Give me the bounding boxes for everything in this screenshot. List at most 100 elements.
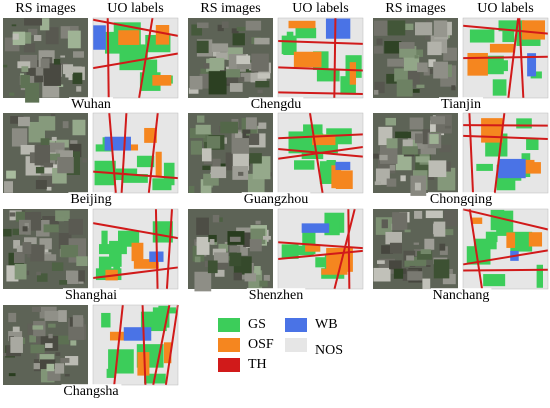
- rs-texture: [439, 144, 452, 153]
- uo-patch: [305, 245, 321, 252]
- legend-swatch: [285, 338, 307, 352]
- rs-texture: [409, 117, 424, 130]
- uo-label: [462, 208, 549, 290]
- uo-border: [92, 17, 179, 99]
- uo-patch: [510, 231, 533, 252]
- uo-patch: [528, 232, 543, 247]
- uo-patch: [321, 268, 348, 275]
- rs-texture: [22, 226, 28, 232]
- uo-patch: [489, 60, 508, 72]
- legend-label: OSF: [248, 337, 274, 352]
- uo-road: [333, 17, 337, 99]
- city-label-bg: [427, 192, 495, 208]
- rs-texture: [48, 333, 53, 339]
- rs-texture: [72, 119, 86, 136]
- rs-texture: [236, 240, 248, 256]
- rs-texture: [191, 24, 203, 36]
- rs-texture: [48, 323, 56, 328]
- rs-texture: [425, 210, 443, 219]
- rs-texture: [212, 158, 221, 171]
- rs-texture: [229, 83, 243, 92]
- uo-road: [108, 112, 117, 194]
- uo-border: [462, 112, 549, 194]
- uo-patch: [315, 257, 335, 268]
- column-header: UO labels: [107, 1, 163, 16]
- uo-patch: [293, 51, 322, 68]
- uo-road: [277, 148, 364, 158]
- rs-texture: [194, 256, 201, 263]
- rs-texture: [373, 267, 391, 282]
- uo-patch: [496, 210, 514, 236]
- rs-texture: [420, 249, 432, 255]
- rs-texture: [195, 124, 211, 135]
- rs-texture: [16, 245, 24, 254]
- uo-label: [92, 208, 179, 290]
- rs-texture: [62, 121, 69, 129]
- uo-road: [120, 112, 128, 194]
- city-label-bg: [68, 192, 114, 208]
- rs-texture: [60, 244, 79, 258]
- rs-texture: [196, 236, 210, 255]
- rs-texture: [379, 145, 398, 164]
- rs-texture: [212, 214, 220, 223]
- uo-road: [518, 17, 525, 99]
- city-label: Guangzhou: [244, 192, 309, 207]
- rs-texture: [387, 58, 404, 67]
- rs-texture: [8, 312, 17, 323]
- uo-border: [92, 208, 179, 290]
- uo-patch: [515, 162, 541, 174]
- rs-texture: [386, 138, 398, 149]
- rs-texture: [414, 182, 421, 191]
- rs-texture: [417, 251, 433, 260]
- uo-patch: [518, 159, 535, 168]
- rs-texture: [232, 33, 245, 46]
- rs-texture: [415, 133, 423, 144]
- rs-texture: [35, 179, 47, 190]
- legend-swatch: [285, 318, 307, 332]
- uo-border: [462, 17, 549, 99]
- uo-label: [277, 208, 364, 290]
- rs-texture: [236, 55, 251, 65]
- rs-texture: [424, 238, 435, 250]
- uo-road: [277, 40, 364, 45]
- uo-patch: [108, 349, 134, 374]
- uo-patch: [481, 118, 503, 143]
- uo-road: [277, 241, 364, 250]
- rs-texture: [11, 24, 17, 27]
- uo-border: [277, 17, 364, 99]
- rs-texture: [45, 27, 59, 45]
- rs-texture: [385, 117, 397, 126]
- uo-patch: [476, 163, 493, 171]
- rs-texture: [259, 280, 268, 287]
- rs-texture: [8, 331, 23, 342]
- rs-texture: [415, 156, 430, 163]
- rs-texture: [255, 80, 270, 88]
- rs-texture: [374, 20, 389, 36]
- rs-texture: [229, 245, 241, 253]
- uo-patch: [123, 327, 152, 341]
- rs-texture: [3, 228, 12, 237]
- uo-road: [347, 208, 351, 290]
- rs-texture: [30, 244, 45, 262]
- rs-texture: [389, 260, 402, 270]
- rs-texture: [381, 219, 388, 229]
- rs-texture: [20, 144, 37, 155]
- rs-texture: [3, 64, 8, 68]
- rs-texture: [39, 238, 52, 250]
- rs-texture: [67, 30, 81, 49]
- rs-texture: [194, 271, 212, 292]
- uo-border: [92, 304, 179, 386]
- rs-texture: [398, 42, 415, 49]
- rs-texture: [404, 23, 414, 31]
- rs-texture: [55, 210, 70, 221]
- rs-texture: [231, 28, 239, 34]
- rs-texture: [14, 263, 27, 280]
- rs-texture: [45, 343, 53, 348]
- rs-texture: [202, 165, 211, 171]
- rs-texture: [424, 36, 431, 40]
- rs-image: [188, 18, 273, 98]
- rs-texture: [443, 210, 458, 227]
- uo-patch: [506, 232, 516, 248]
- city-label: Chongqing: [430, 192, 492, 207]
